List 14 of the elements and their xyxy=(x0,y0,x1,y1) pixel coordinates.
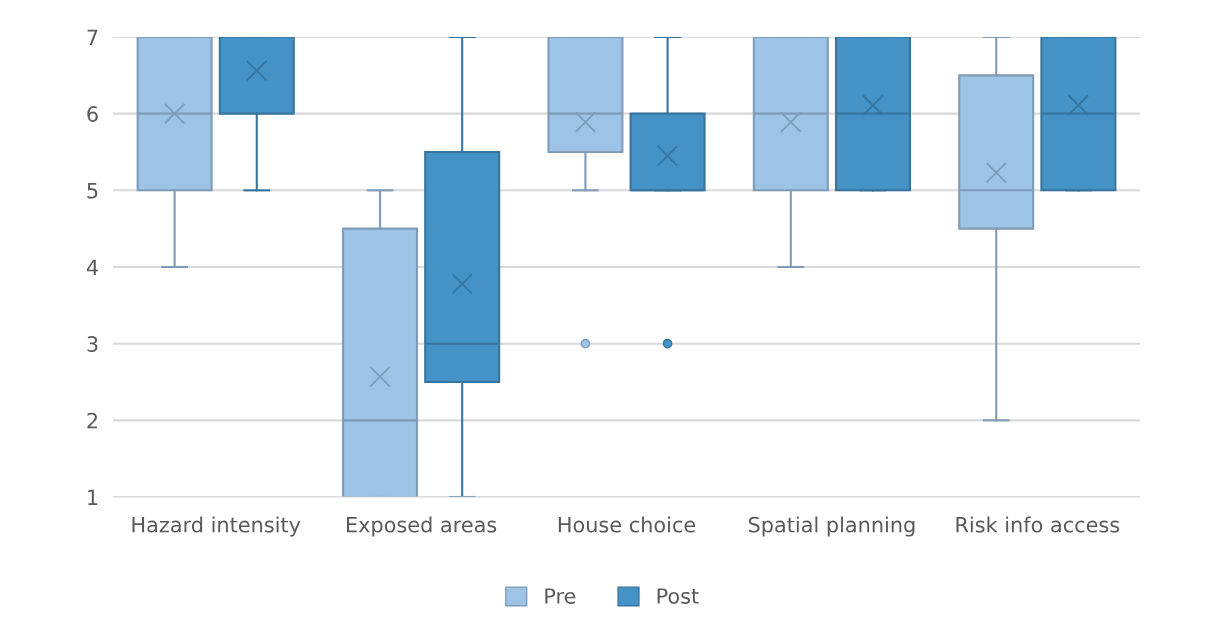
x-tick-label: House choice xyxy=(558,516,696,533)
y-tick-label: 2 xyxy=(87,412,98,429)
y-tick-label: 5 xyxy=(87,183,98,199)
y-tick-label: 4 xyxy=(86,259,98,275)
x-tick-label: Exposed areas xyxy=(347,516,497,537)
x-tick-label: Risk info access xyxy=(956,516,1120,533)
x-tick-label: Hazard intensity xyxy=(132,516,301,537)
y-tick-label: 1 xyxy=(88,489,98,505)
y-tick-label: 6 xyxy=(87,106,98,122)
legend-label: Pre xyxy=(545,588,576,604)
legend-label: Post xyxy=(657,588,699,604)
y-tick-label: 3 xyxy=(87,336,98,352)
y-tick-label: 7 xyxy=(87,29,98,45)
x-tick-label: Spatial planning xyxy=(748,516,915,537)
